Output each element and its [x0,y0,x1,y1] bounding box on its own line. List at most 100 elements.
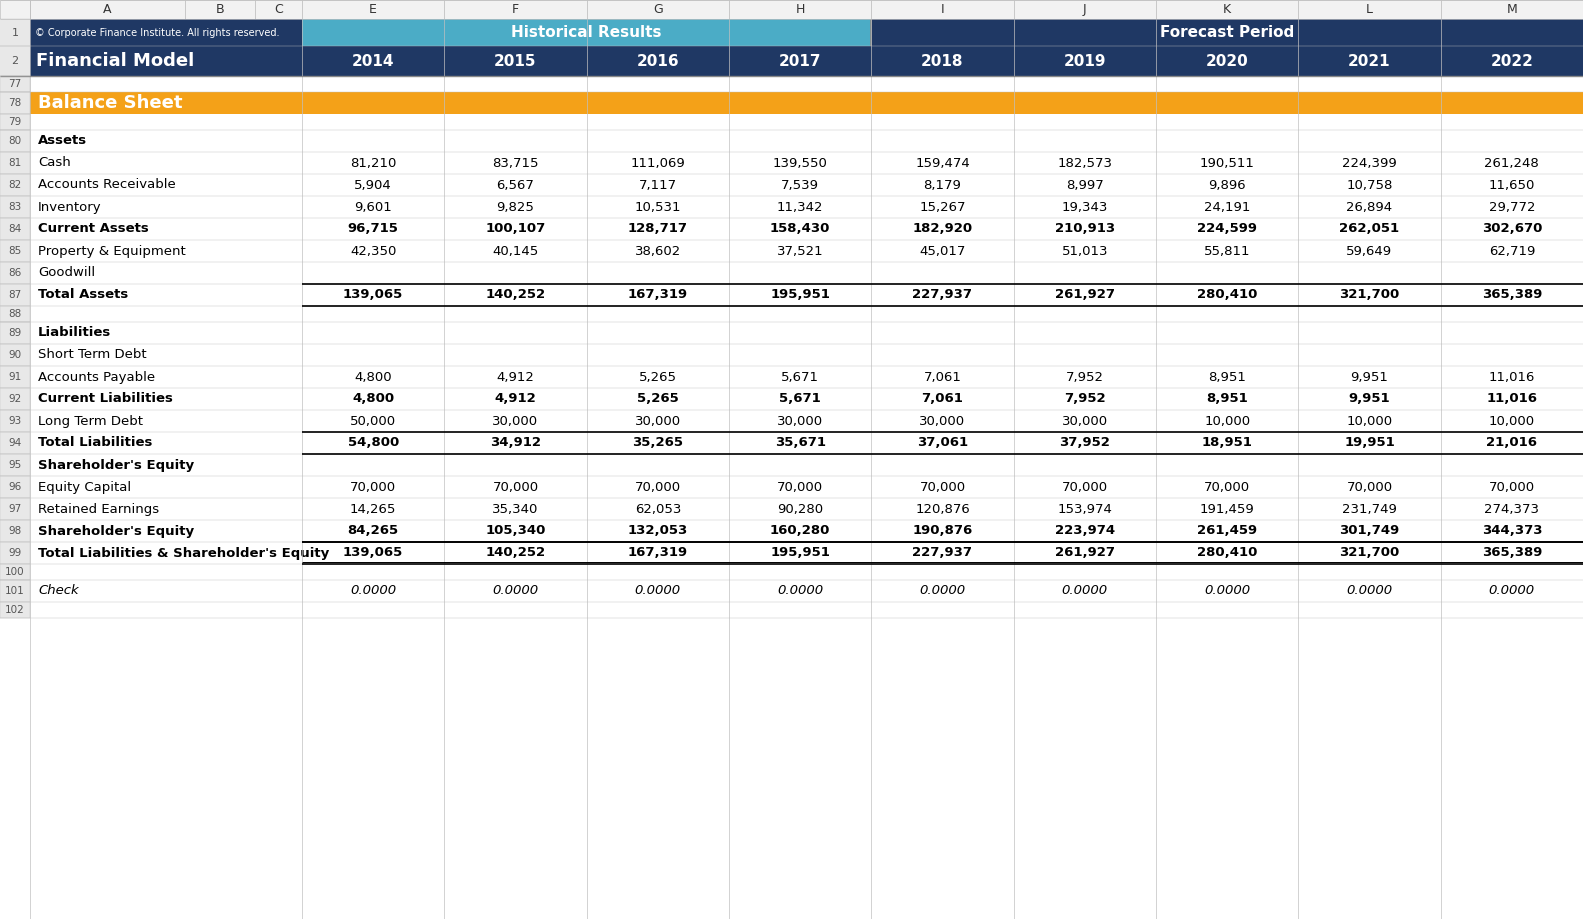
Bar [0,240,30,262]
Bar [0,388,1583,410]
Text: 50,000: 50,000 [350,414,396,427]
Text: Forecast Period: Forecast Period [1160,25,1295,40]
Text: Accounts Receivable: Accounts Receivable [38,178,176,191]
Text: 2015: 2015 [494,53,537,69]
Text: 2016: 2016 [636,53,679,69]
Bar [0,564,30,580]
Bar [730,0,871,19]
Text: 2017: 2017 [779,53,822,69]
Text: 128,717: 128,717 [628,222,689,235]
Text: 83: 83 [8,202,22,212]
Text: 7,952: 7,952 [1064,392,1105,405]
Text: 365,389: 365,389 [1482,289,1542,301]
Text: 10,000: 10,000 [1488,414,1536,427]
Bar [0,410,30,432]
Text: 0.0000: 0.0000 [350,584,396,597]
Text: 227,937: 227,937 [912,547,972,560]
Text: 37,061: 37,061 [917,437,969,449]
Text: 11,016: 11,016 [1486,392,1537,405]
Text: 0.0000: 0.0000 [1205,584,1251,597]
Bar [0,174,1583,196]
Text: Inventory: Inventory [38,200,101,213]
Text: 274,373: 274,373 [1485,503,1539,516]
Bar [0,476,1583,498]
Bar [0,19,30,46]
Bar [0,542,1583,564]
Text: Equity Capital: Equity Capital [38,481,131,494]
Text: 15,267: 15,267 [920,200,966,213]
Text: 90: 90 [8,350,22,360]
Text: 51,013: 51,013 [1062,244,1108,257]
Text: 83,715: 83,715 [492,156,538,169]
Text: 11,342: 11,342 [777,200,823,213]
Bar [0,498,1583,520]
Text: 321,700: 321,700 [1339,289,1399,301]
Text: 86: 86 [8,268,22,278]
Text: 0.0000: 0.0000 [1062,584,1108,597]
Bar [871,0,1013,19]
Text: 5,904: 5,904 [355,178,393,191]
Text: B: B [215,3,225,16]
Text: 231,749: 231,749 [1342,503,1396,516]
Text: 139,065: 139,065 [344,289,404,301]
Bar [0,564,1583,580]
Text: 30,000: 30,000 [1062,414,1108,427]
Bar [0,366,1583,388]
Bar [0,218,1583,240]
Text: 30,000: 30,000 [635,414,681,427]
Text: 167,319: 167,319 [628,547,689,560]
Bar [0,580,30,602]
Text: 8,997: 8,997 [1065,178,1103,191]
Bar [30,19,302,46]
Text: 2019: 2019 [1064,53,1107,69]
Text: 8,951: 8,951 [1206,392,1247,405]
Bar [0,46,30,76]
Text: 6,567: 6,567 [497,178,535,191]
Text: 280,410: 280,410 [1197,547,1257,560]
Text: 262,051: 262,051 [1339,222,1399,235]
Bar [871,19,1583,46]
Bar [0,196,1583,218]
Text: Shareholder's Equity: Shareholder's Equity [38,459,195,471]
Text: Total Liabilities: Total Liabilities [38,437,152,449]
Bar [1156,0,1298,19]
Text: 70,000: 70,000 [1062,481,1108,494]
Text: Cash: Cash [38,156,71,169]
Text: 29,772: 29,772 [1488,200,1536,213]
Text: 0.0000: 0.0000 [1488,584,1536,597]
Bar [0,262,1583,284]
Text: 26,894: 26,894 [1347,200,1393,213]
Bar [1441,0,1583,19]
Bar [302,46,1583,76]
Text: 139,550: 139,550 [773,156,828,169]
Text: 195,951: 195,951 [771,547,829,560]
Text: 344,373: 344,373 [1482,525,1542,538]
Bar [0,432,1583,454]
Bar [0,0,1583,19]
Text: 30,000: 30,000 [920,414,966,427]
Text: 11,650: 11,650 [1488,178,1536,191]
Text: 35,265: 35,265 [632,437,684,449]
Bar [0,432,30,454]
Text: 8,951: 8,951 [1208,370,1246,383]
Text: 10,758: 10,758 [1346,178,1393,191]
Text: 100: 100 [5,567,25,577]
Text: 2014: 2014 [351,53,394,69]
Bar [0,542,30,564]
Text: 0.0000: 0.0000 [1347,584,1393,597]
Text: 5,265: 5,265 [636,392,679,405]
Text: Retained Earnings: Retained Earnings [38,503,160,516]
Text: 224,599: 224,599 [1197,222,1257,235]
Text: 40,145: 40,145 [492,244,538,257]
Text: 100,107: 100,107 [486,222,546,235]
Text: 120,876: 120,876 [915,503,970,516]
Text: H: H [796,3,804,16]
Text: Historical Results: Historical Results [511,25,662,40]
Text: 182,920: 182,920 [912,222,972,235]
Text: Total Assets: Total Assets [38,289,128,301]
Text: A: A [103,3,112,16]
Text: 223,974: 223,974 [1054,525,1114,538]
Text: 4,800: 4,800 [355,370,393,383]
Text: 9,951: 9,951 [1350,370,1388,383]
Text: 9,825: 9,825 [497,200,535,213]
